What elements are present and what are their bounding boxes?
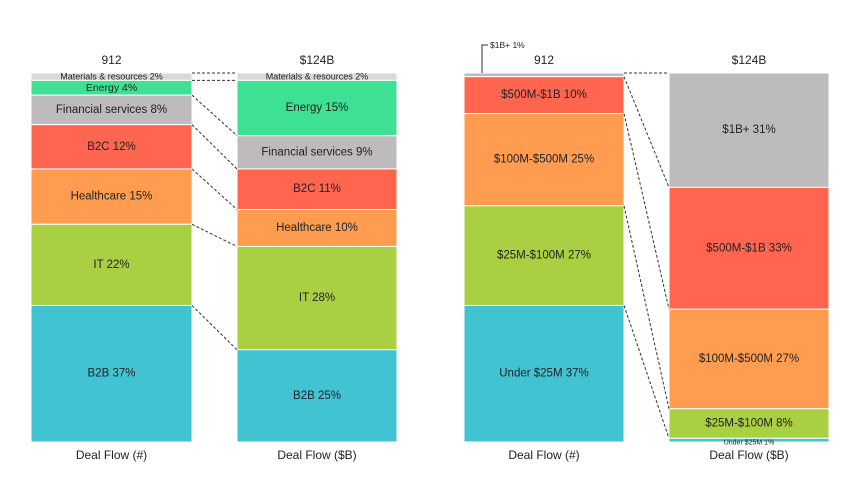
segment-label-25m-100m-8: $25M-$100M 8% bbox=[705, 418, 793, 430]
connector-line bbox=[191, 168, 238, 210]
bar-segment-healthcare-15 bbox=[30, 168, 193, 225]
bar-total-label: $124B bbox=[732, 53, 767, 67]
bar-segment-financial-services-9 bbox=[236, 135, 398, 170]
segment-label-100m-500m-27: $100M-$500M 27% bbox=[699, 353, 799, 365]
connector-line bbox=[623, 205, 670, 409]
segment-label-financial-services-9: Financial services 9% bbox=[261, 146, 372, 158]
segment-label-energy-15: Energy 15% bbox=[286, 102, 349, 114]
bar-segment-500m-1b-33 bbox=[668, 186, 830, 310]
segment-label-under-25m-1: Under $25M 1% bbox=[724, 440, 775, 447]
bar-total-label: $124B bbox=[300, 53, 335, 67]
callout-line bbox=[481, 44, 488, 73]
bar-total-label: 912 bbox=[101, 53, 121, 67]
segment-label-25m-100m-27: $25M-$100M 27% bbox=[497, 250, 591, 262]
bar-segment-b2b-37 bbox=[30, 304, 193, 443]
bar-segment-it-22 bbox=[30, 223, 193, 306]
connector-line bbox=[623, 113, 670, 310]
segment-label-materials-resources-2: Materials & resources 2% bbox=[266, 72, 369, 82]
segment-label-b2c-12: B2C 12% bbox=[87, 141, 136, 153]
bar-segment-financial-services-8 bbox=[30, 94, 193, 126]
segment-label-500m-1b-33: $500M-$1B 33% bbox=[706, 242, 792, 254]
bar-segment-b2b-25 bbox=[236, 349, 398, 443]
connector-line bbox=[191, 305, 238, 351]
bar-axis-label: Deal Flow (#) bbox=[508, 448, 579, 462]
connector-line bbox=[191, 124, 238, 170]
bar-segment-100m-500m-25 bbox=[463, 113, 625, 207]
segment-label-b2b-25: B2B 25% bbox=[293, 390, 341, 402]
bar-segment-100m-500m-27 bbox=[668, 308, 830, 410]
bar-segment-1b-1 bbox=[463, 72, 625, 78]
bar-segment-b2c-11 bbox=[236, 168, 398, 211]
bar-segment-under-25m-37 bbox=[463, 304, 625, 443]
segment-label-it-28: IT 28% bbox=[299, 292, 335, 304]
segment-label-healthcare-10: Healthcare 10% bbox=[276, 222, 358, 234]
bar-segment-500m-1b-10 bbox=[463, 76, 625, 115]
bar-segment-it-28 bbox=[236, 245, 398, 351]
bar-segment-under-25m-1 bbox=[668, 437, 830, 443]
segment-label-b2c-11: B2C 11% bbox=[293, 183, 341, 195]
bar-total-label: 912 bbox=[534, 53, 554, 67]
segment-label-500m-1b-10: $500M-$1B 10% bbox=[501, 89, 587, 101]
bar-segment-25m-100m-27 bbox=[463, 205, 625, 306]
bar-segment-energy-15 bbox=[236, 79, 398, 137]
connector-line bbox=[191, 94, 238, 137]
segment-label-financial-services-8: Financial services 8% bbox=[56, 104, 167, 116]
segment-label-healthcare-15: Healthcare 15% bbox=[71, 191, 153, 203]
segment-label-energy-4: Energy 4% bbox=[86, 82, 137, 94]
segment-label-1b-31: $1B+ 31% bbox=[722, 124, 775, 136]
connector-line bbox=[623, 76, 670, 188]
segment-label-100m-500m-25: $100M-$500M 25% bbox=[494, 154, 594, 166]
segment-label-b2b-37: B2B 37% bbox=[88, 368, 136, 380]
bar-axis-label: Deal Flow ($B) bbox=[277, 448, 356, 462]
bar-segment-25m-100m-8 bbox=[668, 408, 830, 439]
segment-label-it-22: IT 22% bbox=[93, 259, 129, 271]
bar-segment-1b-31 bbox=[668, 72, 830, 188]
bar-axis-label: Deal Flow ($B) bbox=[709, 448, 788, 462]
segment-label-1b-1: $1B+ 1% bbox=[490, 40, 525, 50]
segment-label-materials-resources-2: Materials & resources 2% bbox=[60, 72, 163, 82]
connector-line bbox=[191, 223, 238, 247]
bar-axis-label: Deal Flow (#) bbox=[76, 448, 147, 462]
segment-label-under-25m-37: Under $25M 37% bbox=[499, 368, 589, 380]
connector-line bbox=[623, 305, 670, 439]
